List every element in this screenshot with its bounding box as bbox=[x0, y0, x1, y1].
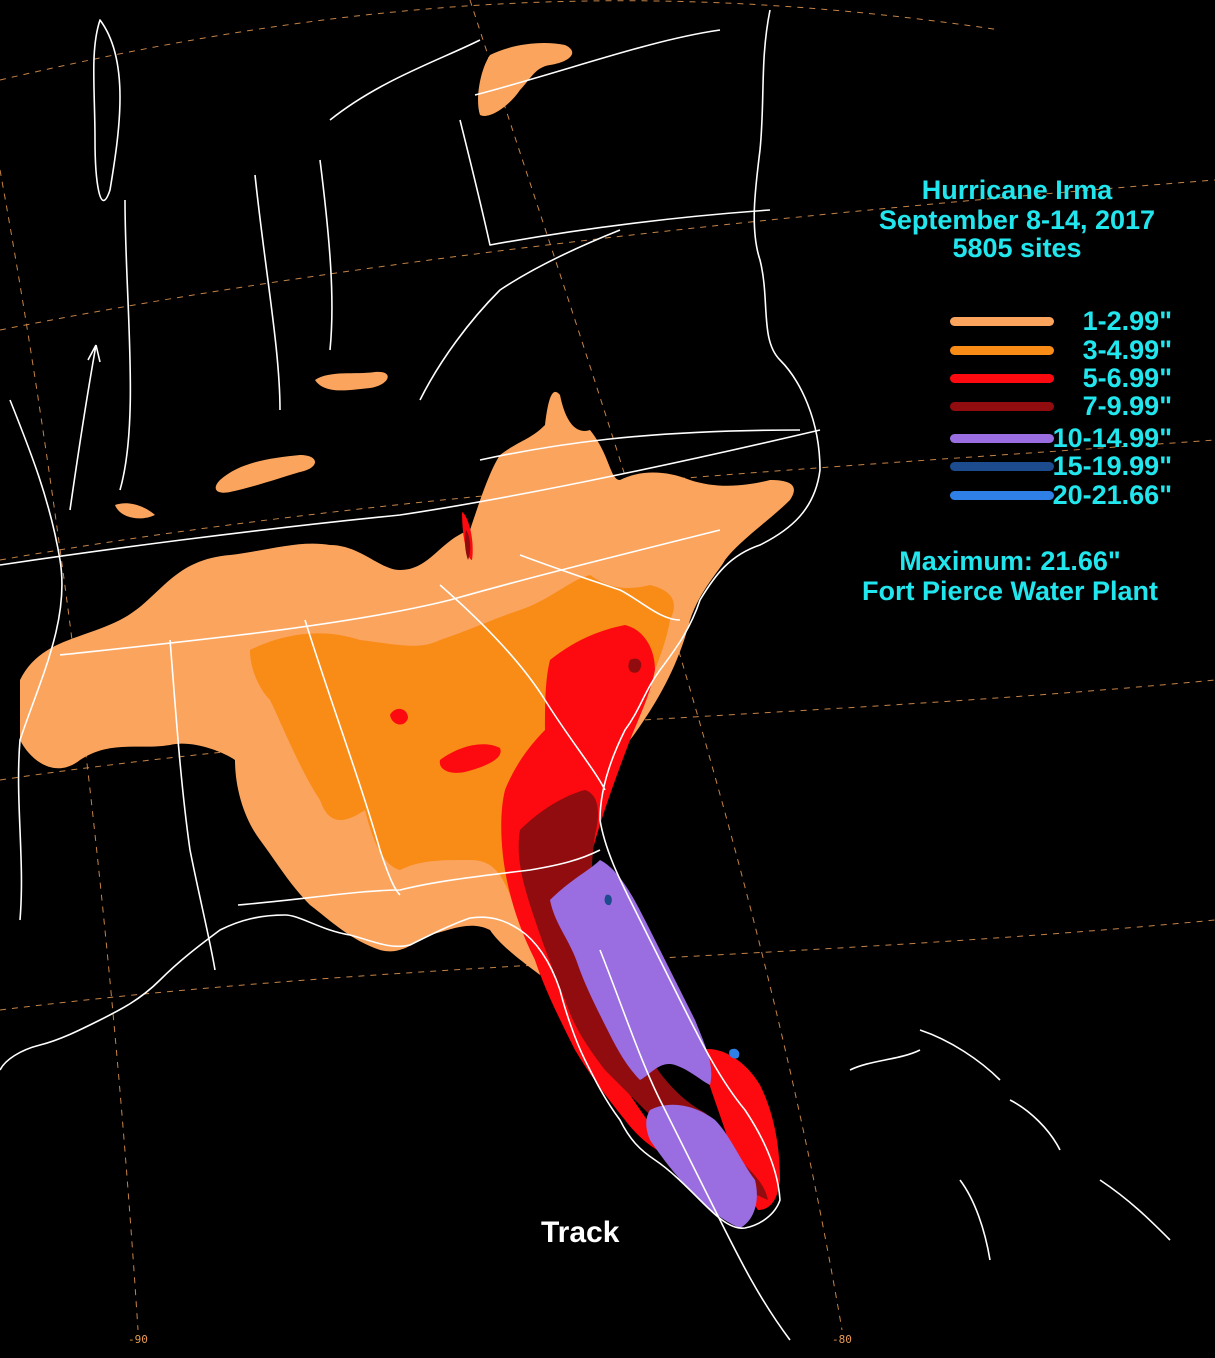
legend-swatch bbox=[950, 374, 1054, 383]
legend-label: 10-14.99" bbox=[1052, 423, 1172, 453]
legend-swatch bbox=[950, 462, 1054, 471]
state-border-tn-south bbox=[59, 529, 721, 656]
legend-item: 7-9.99" bbox=[946, 391, 1196, 421]
legend-item: 3-4.99" bbox=[946, 335, 1196, 365]
hurricane-track bbox=[599, 949, 791, 1341]
state-border-ga-fl bbox=[237, 849, 601, 906]
longitude-label-east: -80 bbox=[832, 1333, 852, 1346]
legend-item: 20-21.66" bbox=[946, 480, 1196, 510]
legend-swatch bbox=[950, 402, 1054, 411]
legend-swatch bbox=[950, 346, 1054, 355]
longitude-line-east bbox=[469, 0, 843, 1331]
legend-label: 15-19.99" bbox=[1052, 451, 1172, 481]
latitude-line-north bbox=[0, 0, 1001, 81]
legend-swatch bbox=[950, 434, 1054, 443]
state-border-ny-pa bbox=[474, 29, 721, 96]
maximum-site: Fort Pierce Water Plant bbox=[861, 576, 1159, 606]
legend-label: 7-9.99" bbox=[1082, 391, 1172, 421]
latitude-line-1 bbox=[0, 179, 1215, 331]
state-border-va bbox=[479, 429, 801, 461]
legend-label: 3-4.99" bbox=[1082, 335, 1172, 365]
lake-michigan bbox=[92, 19, 121, 202]
map-date-range: September 8-14, 2017 bbox=[878, 205, 1156, 235]
atlantic-coastline bbox=[0, 9, 821, 1229]
mississippi-river bbox=[9, 399, 63, 921]
legend-label: 1-2.99" bbox=[1082, 306, 1172, 336]
legend-label: 20-21.66" bbox=[1052, 480, 1172, 510]
track-arrow bbox=[69, 344, 101, 511]
legend-label: 5-6.99" bbox=[1082, 363, 1172, 393]
state-border-nc-sc bbox=[519, 554, 681, 621]
state-border-ms-al bbox=[169, 639, 216, 971]
rainfall-15-20in bbox=[604, 894, 612, 906]
rainfall-20in-plus bbox=[729, 1048, 740, 1059]
legend-item: 15-19.99" bbox=[946, 451, 1196, 481]
state-border-pa bbox=[459, 119, 771, 246]
legend-item: 1-2.99" bbox=[946, 306, 1196, 336]
legend-item: 10-14.99" bbox=[946, 423, 1196, 453]
track-label: Track bbox=[541, 1216, 620, 1249]
state-border-al-ga bbox=[304, 619, 401, 896]
map-title: Hurricane Irma bbox=[921, 175, 1113, 205]
state-border-ga-sc bbox=[439, 584, 606, 791]
longitude-label-west: -90 bbox=[128, 1333, 148, 1346]
state-border-va-wv bbox=[419, 229, 621, 401]
state-border-indiana bbox=[254, 174, 281, 411]
rainfall-10-15in bbox=[550, 860, 757, 1228]
map-site-count: 5805 sites bbox=[952, 233, 1082, 263]
state-border-ohio bbox=[119, 199, 132, 491]
boundaries bbox=[0, 9, 1171, 1341]
state-border-ohio-east bbox=[319, 159, 333, 351]
state-border-ky-tn bbox=[0, 429, 821, 566]
bahamas-islands bbox=[849, 1029, 1171, 1261]
legend-item: 5-6.99" bbox=[946, 363, 1196, 393]
lake-erie bbox=[329, 39, 481, 121]
legend-swatch bbox=[950, 491, 1054, 500]
maximum-value: Maximum: 21.66" bbox=[899, 546, 1121, 576]
legend-swatch bbox=[950, 317, 1054, 326]
